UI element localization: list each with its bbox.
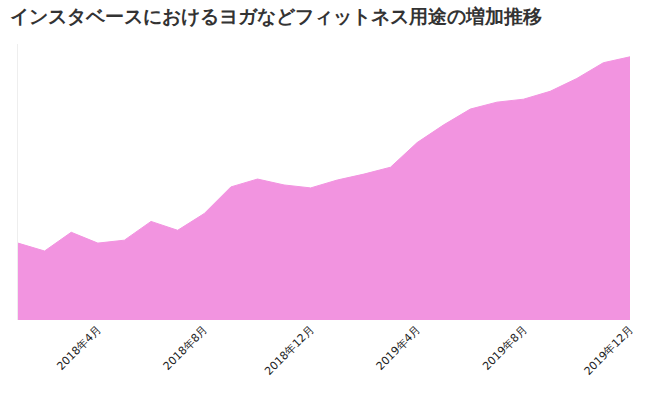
svg-text:インスタベースにおけるヨガなどフィットネス用途の増加推移: インスタベースにおけるヨガなどフィットネス用途の増加推移 <box>10 5 542 27</box>
svg-text:2018年12月: 2018年12月 <box>262 323 316 377</box>
svg-text:2019年8月: 2019年8月 <box>480 323 529 372</box>
svg-text:2018年4月: 2018年4月 <box>54 323 103 372</box>
svg-text:2018年8月: 2018年8月 <box>161 323 210 372</box>
svg-text:2019年4月: 2019年4月 <box>374 323 423 372</box>
svg-text:2019年12月: 2019年12月 <box>582 323 636 377</box>
